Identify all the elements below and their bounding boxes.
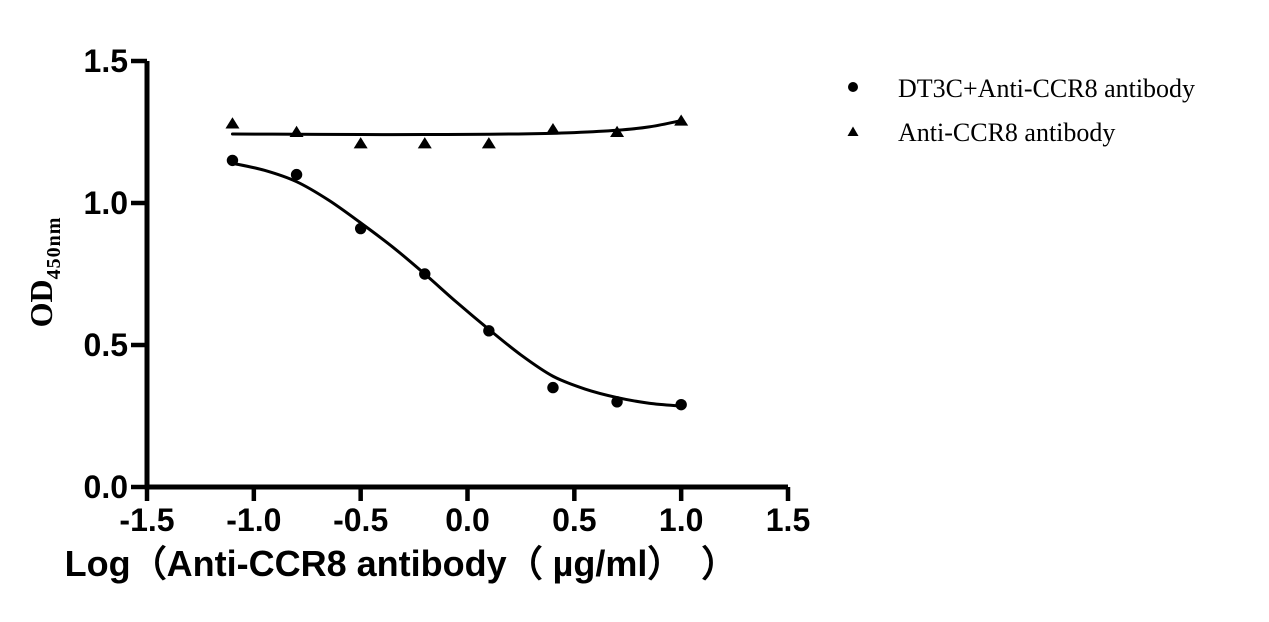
legend-label-dt3c: DT3C+Anti-CCR8 antibody	[898, 74, 1195, 103]
legend-triangle-marker-icon	[847, 126, 859, 136]
x-tick-label: -0.5	[333, 502, 388, 538]
x-axis-title: Log（Anti-CCR8 antibody（ µg/ml） ）	[65, 543, 738, 584]
data-point-circle	[483, 325, 495, 337]
axis-spine	[144, 61, 788, 490]
fit-curve-dt3c	[230, 161, 683, 408]
data-point-triangle	[417, 137, 432, 149]
x-tick-label: 1.5	[766, 502, 810, 538]
legend-item-anti-ccr8: Anti-CCR8 antibody	[847, 118, 1115, 147]
data-point-triangle	[674, 114, 689, 126]
x-tick-label: -1.5	[119, 502, 174, 538]
y-axis-title-main: OD	[23, 279, 59, 327]
x-tick-label: -1.0	[226, 502, 281, 538]
data-point-circle	[290, 168, 303, 181]
x-tick-label: 0.5	[552, 502, 596, 538]
legend-item-dt3c: DT3C+Anti-CCR8 antibody	[848, 74, 1195, 103]
plot-area: 0.0 0.5 1.0 1.5 -1.5 -1.0 -0.5 0.0 0.5 1.0 1.5	[84, 43, 811, 538]
data-point-circle	[547, 381, 559, 394]
y-tick-label: 1.0	[84, 185, 128, 221]
y-tick-label: 1.5	[84, 43, 128, 79]
data-point-circle	[354, 222, 367, 235]
data-point-triangle	[289, 125, 304, 137]
data-point-triangle	[481, 137, 496, 149]
data-point-circle	[675, 398, 687, 411]
data-point-triangle	[225, 117, 240, 129]
y-tick-label: 0.5	[84, 327, 128, 363]
data-point-triangle	[353, 137, 368, 149]
legend-label-anti-ccr8: Anti-CCR8 antibody	[898, 118, 1115, 147]
legend: DT3C+Anti-CCR8 antibody Anti-CCR8 antibo…	[847, 74, 1195, 147]
y-axis-title: OD450nm	[23, 217, 65, 328]
y-tick-label: 0.0	[84, 469, 128, 505]
data-point-circle	[611, 396, 623, 408]
y-axis-title-subscript: 450nm	[43, 217, 65, 280]
fit-curve-anti-ccr8	[230, 119, 683, 137]
data-point-circle	[419, 268, 431, 280]
x-tick-label: 1.0	[659, 502, 703, 538]
data-point-triangle	[545, 122, 560, 135]
legend-circle-marker-icon	[848, 82, 858, 92]
data-point-circle	[226, 154, 239, 167]
data-point-triangle	[610, 125, 625, 137]
x-tick-label: 0.0	[445, 502, 489, 538]
